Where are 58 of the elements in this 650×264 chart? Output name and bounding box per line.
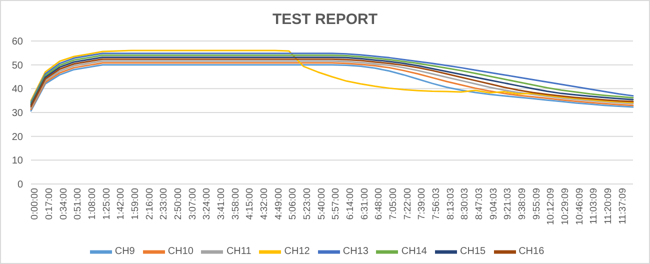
- x-tick-label: 0:17:00: [44, 188, 56, 220]
- x-tick-label: 1:25:00: [101, 188, 112, 220]
- legend-label: CH15: [460, 246, 486, 257]
- x-tick-label: 11:20:09: [603, 188, 614, 224]
- legend-label: CH11: [226, 246, 252, 257]
- x-tick-label: 1:42:00: [116, 188, 127, 220]
- legend-label: CH12: [284, 246, 310, 257]
- x-tick-label: 0:51:00: [72, 188, 84, 220]
- x-tick-label: 8:30:03: [460, 188, 471, 220]
- legend-label: CH9: [114, 246, 135, 257]
- x-tick-label: 9:04:03: [488, 188, 500, 220]
- x-tick-label: 2:33:00: [158, 188, 170, 220]
- y-tick-label: 30: [12, 108, 24, 120]
- y-tick-label: 50: [12, 60, 24, 72]
- legend-label: CH10: [168, 246, 194, 257]
- x-tick-label: 7:56:03: [431, 188, 442, 220]
- x-tick-label: 6:31:00: [359, 188, 370, 220]
- x-tick-label: 10:46:09: [574, 188, 586, 225]
- x-tick-label: 5:40:00: [316, 188, 328, 220]
- legend-label: CH13: [342, 246, 368, 257]
- y-tick-label: 10: [12, 156, 24, 167]
- x-tick-label: 6:14:00: [345, 188, 356, 220]
- x-tick-label: 11:37:09: [617, 188, 628, 224]
- x-tick-label: 4:32:00: [259, 188, 270, 220]
- legend-label: CH16: [518, 246, 544, 257]
- x-tick-label: 4:15:00: [244, 188, 256, 220]
- x-tick-label: 7:05:00: [388, 188, 400, 220]
- x-tick-label: 11:03:09: [588, 188, 600, 224]
- x-tick-label: 5:23:00: [302, 188, 314, 220]
- chart-title: TEST REPORT: [271, 11, 378, 30]
- x-tick-label: 8:47:03: [474, 188, 486, 220]
- x-tick-label: 3:41:00: [216, 188, 228, 220]
- y-tick-label: 40: [12, 84, 24, 96]
- x-tick-label: 5:57:00: [330, 188, 342, 220]
- x-tick-label: 10:12:09: [546, 188, 557, 225]
- x-tick-label: 6:48:00: [374, 188, 385, 220]
- y-tick-label: 60: [12, 36, 24, 48]
- legend-label: CH14: [401, 246, 427, 257]
- y-tick-label: 0: [17, 180, 24, 191]
- x-tick-label: 9:38:09: [517, 188, 528, 220]
- x-tick-label: 0:00:00: [30, 188, 41, 220]
- x-tick-label: 3:07:00: [187, 188, 198, 220]
- x-tick-label: 8:13:03: [445, 188, 456, 220]
- x-tick-label: 7:39:00: [416, 188, 428, 220]
- x-tick-label: 2:50:00: [173, 188, 184, 220]
- x-tick-label: 1:08:00: [87, 188, 98, 220]
- x-tick-label: 9:21:03: [502, 188, 514, 220]
- x-tick-label: 1:59:00: [130, 188, 142, 220]
- x-tick-label: 3:58:00: [230, 188, 242, 220]
- x-tick-label: 2:16:00: [144, 188, 156, 220]
- x-tick-label: 4:49:00: [273, 188, 284, 220]
- x-tick-label: 7:22:00: [402, 188, 414, 220]
- x-tick-label: 5:06:00: [288, 188, 299, 220]
- x-tick-label: 0:34:00: [58, 188, 70, 220]
- x-tick-label: 9:55:09: [531, 188, 542, 220]
- y-tick-label: 20: [12, 132, 24, 143]
- x-tick-label: 3:24:00: [202, 188, 213, 220]
- x-tick-label: 10:29:09: [560, 188, 572, 225]
